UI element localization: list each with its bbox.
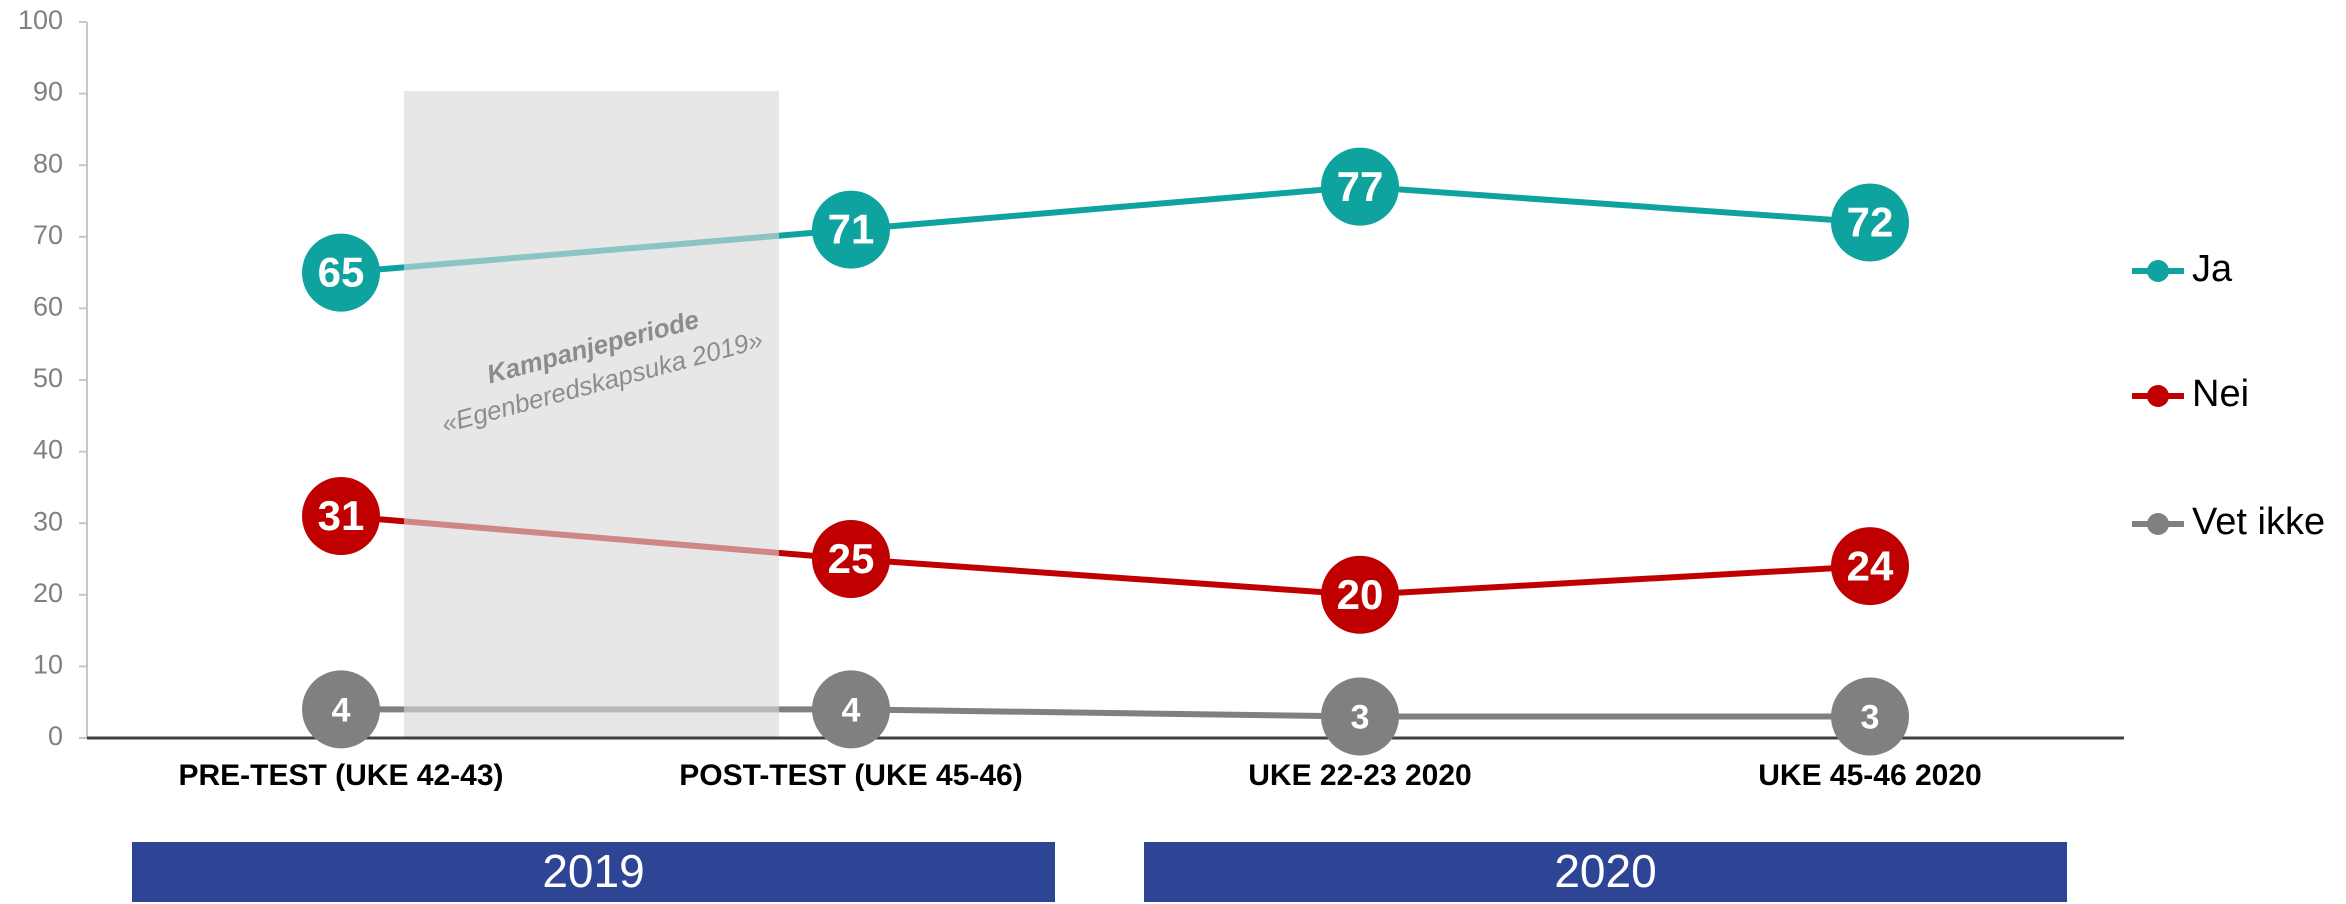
y-tick-label: 40 <box>33 435 63 465</box>
year-label: 2019 <box>542 845 644 897</box>
data-point <box>1321 677 1399 756</box>
data-label: 4 <box>842 691 861 729</box>
data-label: 24 <box>1847 542 1894 589</box>
year-label: 2020 <box>1554 845 1656 897</box>
data-point <box>1321 555 1399 634</box>
data-point <box>1321 147 1399 226</box>
y-tick-label: 70 <box>33 220 63 250</box>
y-tick-label: 30 <box>33 506 63 536</box>
data-label: 20 <box>1337 571 1384 618</box>
y-tick-label: 80 <box>33 148 63 178</box>
data-label: 25 <box>828 535 875 582</box>
x-tick-label: PRE-TEST (UKE 42-43) <box>178 759 503 792</box>
legend-marker <box>2147 513 2169 535</box>
campaign-period <box>404 91 779 738</box>
data-label: 3 <box>1351 699 1370 737</box>
legend-marker <box>2147 260 2169 282</box>
x-tick-label: UKE 45-46 2020 <box>1758 759 1981 792</box>
data-point <box>1831 677 1909 756</box>
legend-label: Vet ikke <box>2192 501 2325 543</box>
data-label: 65 <box>318 249 365 296</box>
year-band <box>132 842 1055 902</box>
data-label: 4 <box>332 691 351 729</box>
y-tick-label: 100 <box>18 5 63 35</box>
data-point <box>302 670 380 749</box>
data-point <box>302 477 380 556</box>
year-band <box>1144 842 2067 902</box>
y-tick-label: 90 <box>33 77 63 107</box>
y-tick-label: 50 <box>33 363 63 393</box>
data-label: 71 <box>828 206 875 253</box>
data-label: 72 <box>1847 199 1894 246</box>
data-point <box>302 233 380 312</box>
data-point <box>1831 527 1909 606</box>
y-tick-label: 20 <box>33 578 63 608</box>
data-label: 31 <box>318 492 365 539</box>
x-tick-label: UKE 22-23 2020 <box>1248 759 1471 792</box>
y-tick-label: 60 <box>33 292 63 322</box>
data-point <box>812 520 890 598</box>
y-tick-label: 0 <box>48 721 63 751</box>
data-point <box>812 670 890 749</box>
legend-label: Nei <box>2192 373 2249 415</box>
data-point <box>812 190 890 269</box>
y-tick-label: 10 <box>33 650 63 680</box>
legend-marker <box>2147 385 2169 407</box>
data-point <box>1831 183 1909 262</box>
data-label: 77 <box>1337 163 1384 210</box>
x-tick-label: POST-TEST (UKE 45-46) <box>679 759 1022 792</box>
data-label: 3 <box>1861 699 1880 737</box>
legend-label: Ja <box>2192 248 2233 290</box>
